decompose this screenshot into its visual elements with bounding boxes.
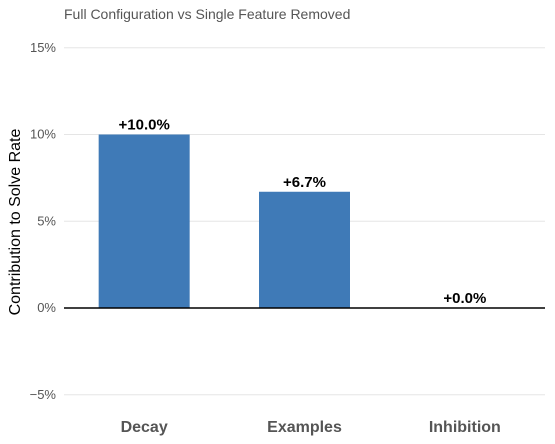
data-label-decay: +10.0% bbox=[119, 117, 170, 134]
y-tick-label: −5% bbox=[30, 387, 57, 402]
x-tick-label-decay: Decay bbox=[121, 419, 168, 436]
y-tick-label: 0% bbox=[37, 300, 56, 315]
x-axis-ticks: Decay Examples Inhibition bbox=[121, 419, 501, 436]
y-tick-label: 5% bbox=[37, 213, 56, 228]
data-label-examples: +6.7% bbox=[283, 174, 326, 191]
y-axis-ticks: 15% 10% 5% 0% −5% bbox=[30, 40, 57, 402]
y-axis-label: Contribution to Solve Rate bbox=[7, 129, 24, 316]
data-label-inhibition: +0.0% bbox=[443, 290, 486, 307]
y-tick-label: 15% bbox=[30, 40, 56, 55]
y-tick-label: 10% bbox=[30, 127, 56, 142]
chart-title: Full Configuration vs Single Feature Rem… bbox=[64, 6, 350, 22]
data-labels: +10.0% +6.7% +0.0% bbox=[119, 117, 487, 308]
bars bbox=[98, 134, 350, 308]
bar-examples bbox=[259, 191, 350, 308]
x-tick-label-inhibition: Inhibition bbox=[429, 419, 501, 436]
x-tick-label-examples: Examples bbox=[267, 419, 342, 436]
bar-decay bbox=[98, 134, 190, 308]
